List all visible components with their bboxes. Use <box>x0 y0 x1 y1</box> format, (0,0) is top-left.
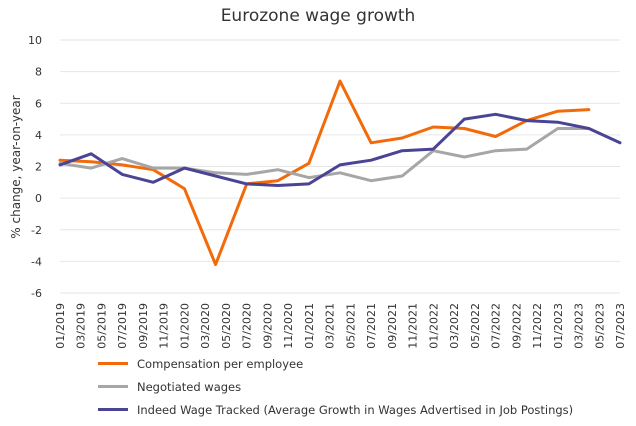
x-tick-label: 07/2023 <box>614 303 627 349</box>
y-tick-label: 8 <box>35 66 42 79</box>
chart-title: Eurozone wage growth <box>221 6 416 26</box>
grid-lines <box>60 39 620 294</box>
x-tick-label: 01/2023 <box>552 303 565 349</box>
legend-item-indeed: Indeed Wage Tracked (Average Growth in W… <box>98 398 573 421</box>
x-tick-label: 03/2019 <box>75 303 88 349</box>
y-tick-label: 2 <box>35 161 42 174</box>
x-tick-label: 11/2022 <box>531 303 544 349</box>
x-tick-label: 07/2022 <box>490 303 503 349</box>
series-line-compensation <box>58 79 591 266</box>
y-tick-label: 4 <box>35 129 42 142</box>
x-tick-label: 09/2022 <box>510 303 523 349</box>
y-tick-label: -2 <box>31 224 42 237</box>
x-tick-label: 03/2023 <box>573 303 586 349</box>
x-tick-label: 11/2019 <box>158 303 171 349</box>
x-tick-label: 07/2020 <box>241 303 254 349</box>
x-tick-label: 03/2020 <box>199 303 212 349</box>
x-tick-label: 07/2019 <box>116 303 129 349</box>
x-tick-label: 07/2021 <box>365 303 378 349</box>
x-tick-label: 05/2023 <box>593 303 606 349</box>
series-line-indeed <box>58 112 622 187</box>
x-tick-label: 01/2022 <box>427 303 440 349</box>
x-tick-label: 03/2022 <box>448 303 461 349</box>
x-tick-label: 09/2020 <box>261 303 274 349</box>
y-axis-title: % change, year-on-year <box>9 95 23 238</box>
x-tick-label: 01/2021 <box>303 303 316 349</box>
legend-label-negotiated: Negotiated wages <box>137 379 242 394</box>
legend-label-compensation: Compensation per employee <box>137 356 304 371</box>
x-tick-label: 01/2019 <box>54 303 67 349</box>
legend: Compensation per employee Negotiated wag… <box>98 352 573 421</box>
legend-item-compensation: Compensation per employee <box>98 352 573 375</box>
legend-swatch-compensation <box>98 362 128 365</box>
y-tick-label: -4 <box>31 255 42 268</box>
x-tick-label: 05/2022 <box>469 303 482 349</box>
y-tick-labels: -6 -4 -2 0 2 4 6 8 10 <box>28 34 42 300</box>
x-tick-labels: 01/2019 03/2019 05/2019 07/2019 09/2019 11/20… <box>54 303 627 349</box>
legend-swatch-indeed <box>98 408 128 411</box>
legend-swatch-negotiated <box>98 385 128 388</box>
x-tick-label: 09/2019 <box>137 303 150 349</box>
legend-item-negotiated: Negotiated wages <box>98 375 573 398</box>
x-tick-label: 09/2021 <box>386 303 399 349</box>
x-tick-label: 11/2021 <box>407 303 420 349</box>
y-tick-label: -6 <box>31 287 42 300</box>
y-tick-label: 6 <box>35 97 42 110</box>
y-tick-label: 0 <box>35 192 42 205</box>
y-tick-label: 10 <box>28 34 42 47</box>
x-tick-label: 05/2020 <box>220 303 233 349</box>
x-tick-label: 05/2021 <box>344 303 357 349</box>
x-tick-label: 05/2019 <box>95 303 108 349</box>
x-tick-label: 11/2020 <box>282 303 295 349</box>
x-tick-label: 03/2021 <box>324 303 337 349</box>
series-lines <box>58 79 622 266</box>
x-tick-label: 01/2020 <box>178 303 191 349</box>
legend-label-indeed: Indeed Wage Tracked (Average Growth in W… <box>137 402 574 417</box>
